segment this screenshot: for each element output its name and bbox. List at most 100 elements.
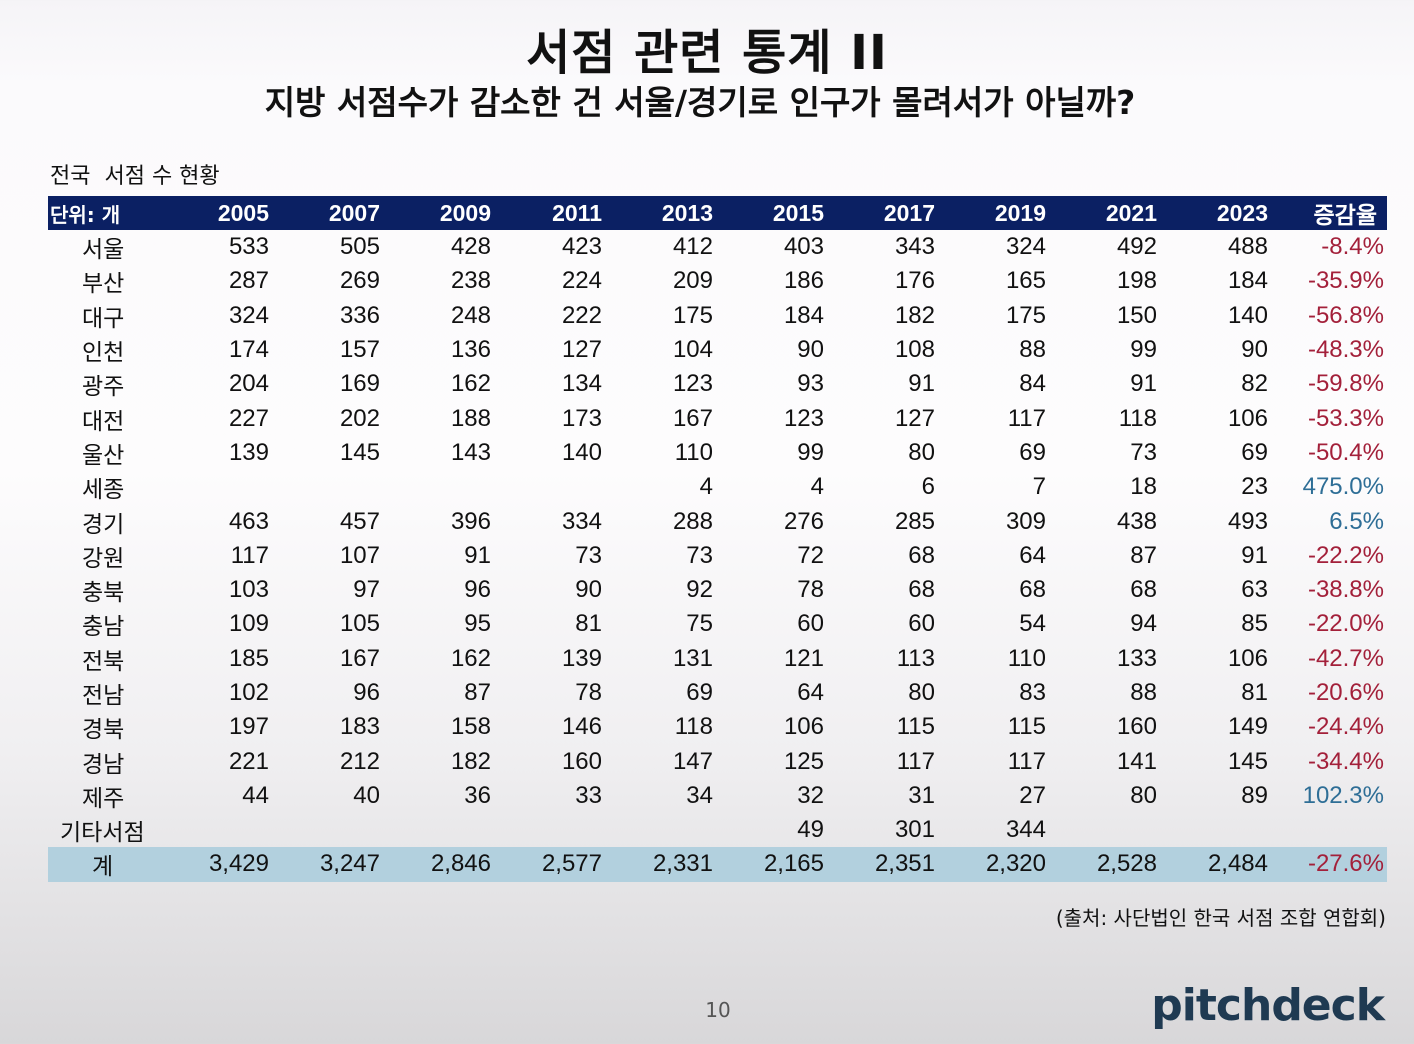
change-rate-cell: -48.3%	[1307, 336, 1384, 364]
value-cell: 288	[672, 507, 713, 535]
value-cell: 493	[1227, 507, 1268, 535]
value-cell: 68	[908, 576, 935, 604]
region-label: 경남	[82, 751, 125, 778]
value-cell: 90	[575, 576, 602, 604]
value-cell: 73	[1130, 438, 1157, 466]
value-cell: 23	[1241, 473, 1268, 501]
unit-label: 단위: 개	[50, 202, 121, 227]
value-cell: 88	[1019, 336, 1046, 364]
value-cell: 175	[672, 301, 713, 329]
value-cell: 60	[908, 610, 935, 638]
value-cell: 139	[561, 644, 602, 672]
year-header: 2011	[552, 199, 602, 226]
value-cell: 162	[450, 644, 491, 672]
value-cell: 73	[575, 541, 602, 569]
value-cell: 117	[1007, 747, 1046, 775]
change-rate-cell: -56.8%	[1307, 301, 1384, 329]
value-cell: 97	[353, 576, 380, 604]
value-cell: 68	[1130, 576, 1157, 604]
region-label: 인천	[82, 340, 125, 367]
value-cell: 117	[230, 541, 269, 569]
value-cell: 99	[1130, 336, 1157, 364]
value-cell: 457	[339, 507, 380, 535]
value-cell: 109	[228, 610, 269, 638]
region-label: 대구	[82, 305, 125, 332]
change-rate-cell: 6.5%	[1329, 507, 1384, 535]
value-cell	[501, 470, 612, 504]
value-cell: 118	[1118, 404, 1157, 432]
value-cell: 4	[810, 473, 824, 501]
slide-title: 서점 관련 통계 II	[526, 25, 888, 81]
value-cell: 136	[450, 336, 491, 364]
value-cell	[390, 470, 501, 504]
value-cell: 90	[797, 336, 824, 364]
value-cell: 2,351	[874, 850, 935, 878]
value-cell: 131	[672, 644, 713, 672]
value-cell: 91	[908, 370, 935, 398]
change-rate-cell: -22.2%	[1307, 541, 1384, 569]
value-cell	[178, 470, 279, 504]
value-cell: 186	[783, 267, 824, 295]
value-cell: 227	[228, 404, 269, 432]
region-label: 경기	[82, 511, 125, 538]
table-row: 충남 109 105 95 81 75 60 60 54 94 85 -22.0%	[48, 607, 1387, 641]
value-cell: 182	[450, 747, 491, 775]
value-cell: 87	[1130, 541, 1157, 569]
region-label: 충남	[82, 614, 125, 641]
change-rate-cell: -38.8%	[1307, 576, 1384, 604]
value-cell: 63	[1241, 576, 1268, 604]
region-label: 전북	[82, 648, 125, 675]
value-cell: 324	[228, 301, 269, 329]
value-cell: 7	[1032, 473, 1046, 501]
region-label: 서울	[82, 237, 125, 264]
value-cell: 221	[228, 747, 269, 775]
value-cell: 99	[797, 438, 824, 466]
value-cell: 115	[1007, 713, 1046, 741]
value-cell: 176	[894, 267, 935, 295]
value-cell: 88	[1130, 679, 1157, 706]
value-cell: 110	[1007, 644, 1046, 672]
value-cell: 106	[1227, 404, 1268, 432]
region-label: 세종	[82, 477, 125, 504]
value-cell: 93	[797, 370, 824, 398]
value-cell: 91	[464, 541, 491, 569]
value-cell: 140	[1227, 301, 1268, 329]
value-cell: 121	[783, 644, 824, 672]
value-cell: 44	[242, 781, 269, 809]
table-row: 울산 139 145 143 140 110 99 80 69 73 69 -50.4%	[48, 436, 1387, 470]
value-cell	[390, 813, 501, 847]
change-rate-cell: 475.0%	[1302, 473, 1384, 501]
value-cell: 110	[674, 438, 713, 466]
value-cell: 123	[672, 370, 713, 398]
region-label: 울산	[82, 442, 125, 469]
table-row: 제주 44 40 36 33 34 32 31 27 80 89 102.3%	[48, 779, 1387, 813]
year-header: 2005	[217, 199, 269, 226]
value-cell: 301	[894, 816, 935, 844]
value-cell: 238	[450, 267, 491, 295]
value-cell: 115	[896, 713, 935, 741]
value-cell: 147	[672, 747, 713, 775]
table-row: 충북 103 97 96 90 92 78 68 68 68 63 -38.8%	[48, 573, 1387, 607]
table-row: 경북 197 183 158 146 118 106 115 115 160 149 -24.4%	[48, 710, 1387, 744]
value-cell: 80	[1130, 781, 1157, 809]
value-cell: 184	[1227, 267, 1268, 295]
year-header: 2017	[883, 199, 935, 226]
value-cell: 34	[686, 781, 713, 809]
region-label: 광주	[82, 374, 125, 401]
change-rate-cell	[1278, 813, 1387, 847]
value-cell: 134	[561, 370, 602, 398]
value-cell: 4	[699, 473, 713, 501]
total-label: 계	[92, 854, 114, 881]
value-cell: 96	[464, 576, 491, 604]
value-cell: 248	[450, 301, 491, 329]
value-cell: 197	[228, 713, 269, 741]
value-cell: 2,331	[652, 850, 713, 878]
value-cell: 202	[339, 404, 380, 432]
value-cell: 81	[575, 610, 602, 638]
change-rate-cell: -35.9%	[1307, 267, 1384, 295]
value-cell: 87	[464, 679, 491, 706]
value-cell: 3,429	[208, 850, 269, 878]
value-cell: 160	[1116, 713, 1157, 741]
value-cell: 287	[228, 267, 269, 295]
value-cell: 64	[797, 679, 824, 706]
